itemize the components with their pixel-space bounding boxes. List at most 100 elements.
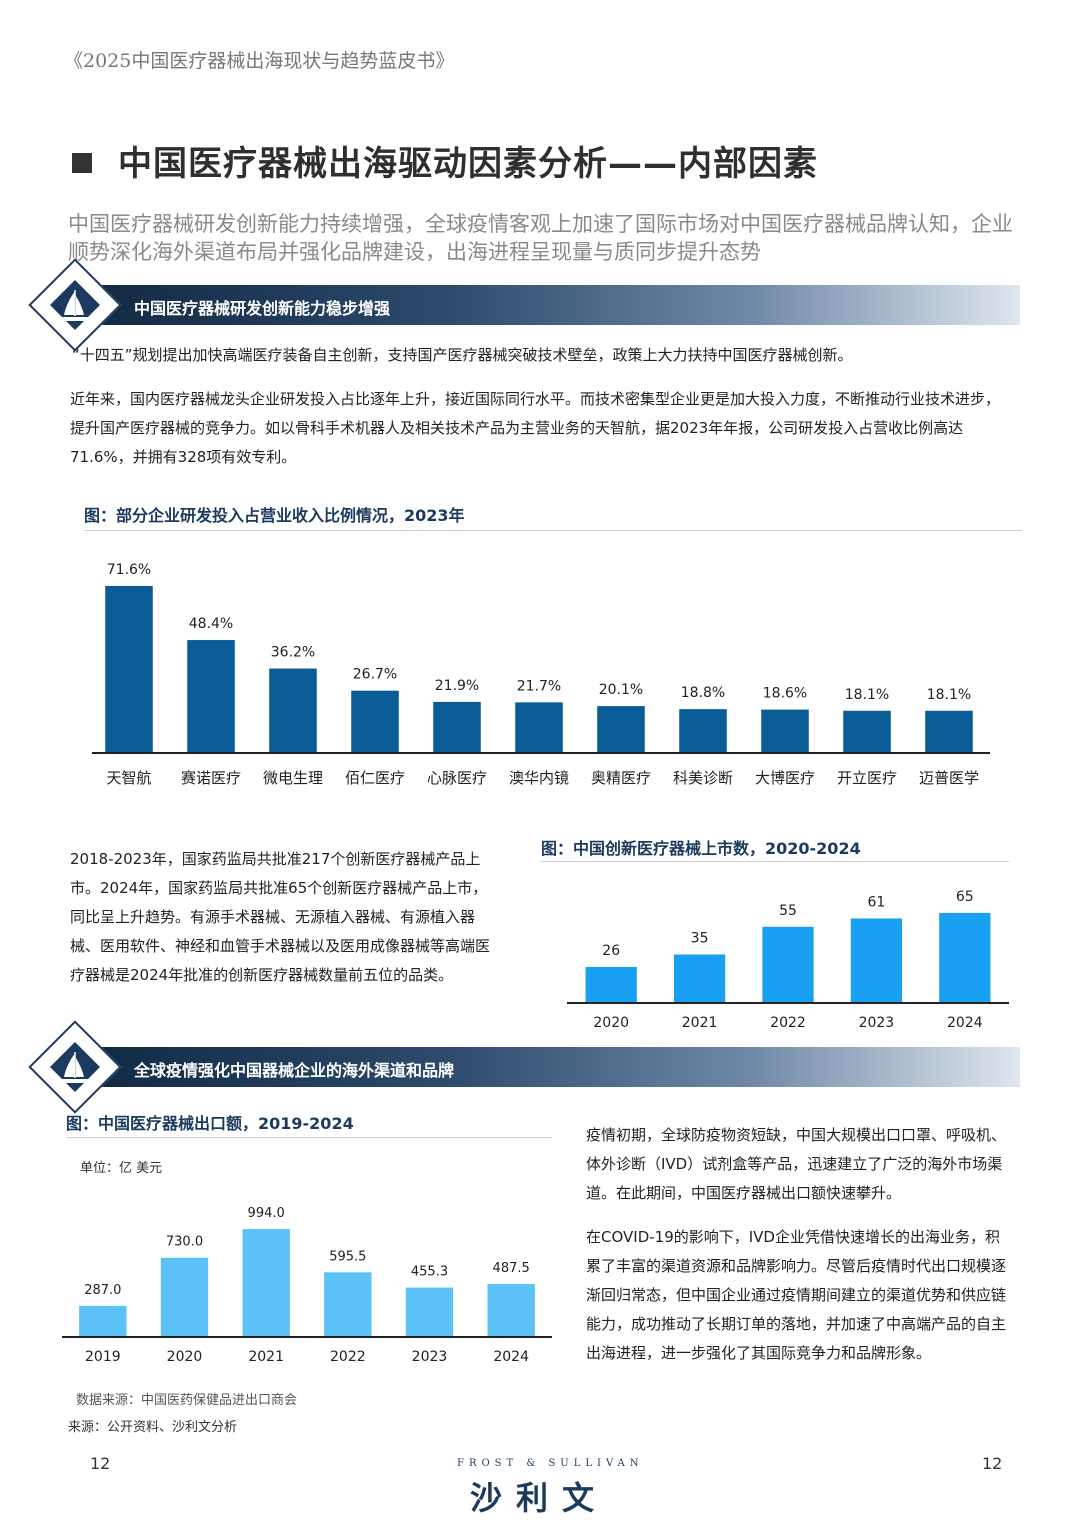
category-label: 大博医疗 [755,769,815,787]
chart3-title: 图：中国医疗器械出口额，2019-2024 [66,1114,354,1133]
section-banner-1: 中国医疗器械研发创新能力稳步增强 [64,285,1020,325]
bar-微电生理 [269,668,317,753]
bar-2024 [939,912,991,1003]
chart2-title: 图：中国创新医疗器械上市数，2020-2024 [541,839,861,858]
bar-2019 [79,1305,127,1337]
data-label: 71.6% [107,562,151,578]
category-label: 2023 [412,1349,448,1365]
data-label: 994.0 [248,1206,285,1221]
chart3-data-source: 数据来源：中国医药保健品进出口商会 [76,1393,298,1408]
rd-ratio-bar-chart: 71.6% 天智航 48.4% 赛诺医疗 36.2% 微电生理 26.7% 佰仁医疗 21.9%… [92,562,990,787]
bar-2020 [160,1257,209,1337]
chart3-unit: 单位：亿 美元 [80,1161,163,1176]
data-label: 18.8% [681,685,725,701]
bar-2021 [673,954,726,1003]
innovative-devices-bar-chart: 26 2020 35 2021 55 2022 61 2023 65 2024 [567,889,1009,1031]
data-label: 455.3 [411,1265,448,1280]
bar-赛诺医疗 [187,640,235,753]
data-label: 21.7% [517,678,561,694]
chart1-title: 图：部分企业研发投入占营业收入比例情况，2023年 [84,506,465,525]
data-label: 26 [602,943,620,959]
category-label: 赛诺医疗 [181,769,241,787]
section1-paragraph-2: 近年来，国内医疗器械龙头企业研发投入占比逐年上升，接近国际同行水平。而技术密集型… [70,390,1001,466]
category-label: 2021 [682,1015,718,1031]
data-label: 730.0 [166,1235,203,1250]
bar-2023 [405,1287,454,1337]
brand-logo-cn: 沙利文 [470,1479,609,1517]
data-label: 48.4% [189,616,233,632]
category-label: 2019 [85,1349,121,1365]
section-banner-2-label: 全球疫情强化中国器械企业的海外渠道和品牌 [134,1061,455,1080]
category-label: 佰仁医疗 [345,769,405,787]
chart1-rule [84,530,1022,531]
category-label: 2023 [859,1015,895,1031]
sailboat-badge-1 [28,258,122,352]
bar-开立医疗 [843,710,891,753]
sailboat-icon [50,280,100,330]
data-label: 35 [691,931,709,947]
data-label: 487.5 [493,1261,530,1276]
data-label: 18.1% [927,687,971,703]
sailboat-icon [50,1042,100,1092]
section-banner-1-label: 中国医疗器械研发创新能力稳步增强 [134,299,391,318]
section-banner-2: 全球疫情强化中国器械企业的海外渠道和品牌 [64,1047,1020,1087]
data-label: 21.9% [435,678,479,694]
bar-奥精医疗 [597,706,645,753]
category-label: 2020 [167,1349,203,1365]
page-title-text: 中国医疗器械出海驱动因素分析——内部因素 [118,144,818,184]
section1-paragraph-1: “十四五”规划提出加快高端医疗装备自主创新，支持国产医疗器械突破技术壁垒，政策上… [72,346,853,364]
page-number-left: 12 [90,1454,111,1473]
category-label: 2022 [330,1349,366,1365]
bar-2024 [487,1284,535,1337]
export-value-bar-chart: 287.0 2019 730.0 2020 994.0 2021 595.5 2022 455.… [62,1206,552,1365]
data-label: 26.7% [353,667,397,683]
category-label: 心脉医疗 [427,769,487,787]
page-subtitle: 中国医疗器械研发创新能力持续增强，全球疫情客观上加速了国际市场对中国医疗器械品牌… [68,212,1013,264]
chart2-rule [541,861,1009,862]
bar-2022 [762,926,814,1003]
data-label: 20.1% [599,682,643,698]
bar-2022 [324,1272,372,1337]
category-label: 天智航 [106,769,151,787]
chart3-rule [66,1137,552,1138]
section2-paragraph-2: 在COVID-19的影响下，IVD企业凭借快速增长的出海业务，积累了丰富的渠道资… [586,1228,1007,1362]
data-label: 55 [779,903,797,919]
category-label: 科美诊断 [673,769,733,787]
bar-澳华内镜 [515,702,563,753]
bar-2021 [242,1229,290,1337]
data-label: 61 [867,894,885,910]
page-title: 中国医疗器械出海驱动因素分析——内部因素 [72,136,818,185]
brand-name-en: FROST & SULLIVAN [457,1458,644,1469]
category-label: 澳华内镜 [509,769,569,787]
data-label: 18.1% [845,687,889,703]
bar-2020 [585,966,637,1003]
data-label: 287.0 [84,1283,121,1298]
category-label: 迈普医学 [919,769,979,787]
category-label: 2024 [493,1349,529,1365]
document-title: 《2025中国医疗器械出海现状与趋势蓝皮书》 [64,50,455,72]
page-number-right: 12 [982,1454,1003,1473]
bar-天智航 [105,585,153,753]
bar-2023 [850,918,903,1003]
category-label: 微电生理 [263,769,323,787]
category-label: 奥精医疗 [591,769,651,787]
bar-大博医疗 [761,709,809,753]
bar-佰仁医疗 [351,690,399,753]
category-label: 2024 [947,1015,983,1031]
data-label: 18.6% [763,686,807,702]
category-label: 2021 [248,1349,284,1365]
section1-paragraph-3: 2018-2023年，国家药监局共批准217个创新医疗器械产品上市。2024年，… [70,850,491,984]
bar-心脉医疗 [433,701,481,753]
section2-paragraph-1: 疫情初期，全球防疫物资短缺，中国大规模出口口罩、呼吸机、体外诊断（IVD）试剂盒… [586,1126,1007,1202]
bar-迈普医学 [925,710,973,753]
source-note: 来源：公开资料、沙利文分析 [68,1420,238,1435]
bar-科美诊断 [679,709,727,753]
square-bullet-icon [72,152,92,173]
category-label: 2022 [770,1015,806,1031]
data-label: 595.5 [329,1249,366,1264]
sailboat-badge-2 [28,1020,122,1114]
category-label: 2020 [593,1015,629,1031]
data-label: 36.2% [271,645,315,661]
data-label: 65 [956,889,974,905]
category-label: 开立医疗 [837,769,897,787]
